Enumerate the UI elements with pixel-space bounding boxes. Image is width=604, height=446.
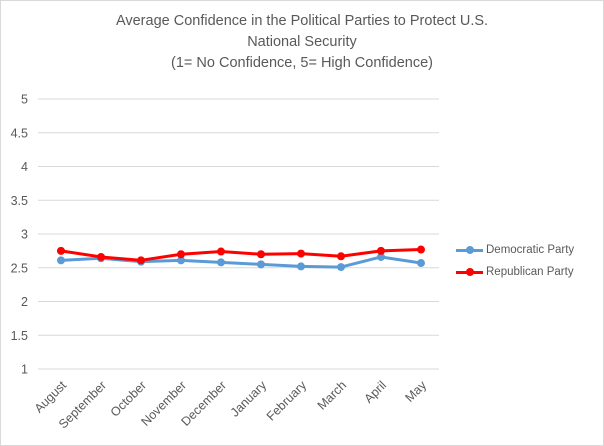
data-point-republican-party-may <box>417 245 425 254</box>
x-tick-label-march: March <box>315 378 349 412</box>
legend: Democratic Party Republican Party <box>456 244 574 278</box>
data-point-republican-party-march <box>337 252 345 261</box>
data-point-democratic-party-december <box>217 258 225 267</box>
y-tick-label-2.5: 2.5 <box>11 261 28 275</box>
legend-label-republican: Republican Party <box>486 266 574 278</box>
data-point-republican-party-september <box>97 252 105 261</box>
y-tick-label-4: 4 <box>21 160 28 174</box>
y-tick-label-1: 1 <box>21 363 28 377</box>
y-tick-label-3: 3 <box>21 228 28 242</box>
data-point-republican-party-december <box>217 247 225 256</box>
series-line-republican-party <box>59 248 423 262</box>
data-point-democratic-party-november <box>177 256 185 265</box>
data-point-republican-party-april <box>377 246 385 255</box>
legend-item-republican-party: Republican Party <box>456 266 574 278</box>
data-point-republican-party-november <box>177 250 185 259</box>
x-tick-label-february: February <box>264 378 310 424</box>
chart-title-line-2: National Security <box>247 34 357 50</box>
y-tick-label-2: 2 <box>21 295 28 309</box>
data-point-democratic-party-march <box>337 263 345 272</box>
data-point-republican-party-january <box>257 250 265 259</box>
legend-line-marker-republican <box>456 268 483 276</box>
x-tick-label-april: April <box>362 378 390 406</box>
legend-line-marker-democratic <box>456 246 483 254</box>
data-point-democratic-party-may <box>417 259 425 268</box>
data-point-republican-party-august <box>57 246 65 255</box>
data-point-republican-party-february <box>297 249 305 258</box>
chart-title-line-3: (1= No Confidence, 5= High Confidence) <box>171 55 433 71</box>
y-tick-label-5: 5 <box>21 93 28 107</box>
x-tick-label-may: May <box>403 378 430 405</box>
legend-label-democratic: Democratic Party <box>486 244 575 256</box>
chart-title-line-1: Average Confidence in the Political Part… <box>115 13 489 29</box>
data-point-democratic-party-august <box>57 256 65 265</box>
legend-dot-democratic <box>465 246 474 254</box>
y-tick-label-4.5: 4.5 <box>11 126 28 140</box>
data-point-democratic-party-february <box>297 262 305 271</box>
data-point-republican-party-october <box>137 256 145 265</box>
y-tick-label-3.5: 3.5 <box>11 194 28 208</box>
data-point-democratic-party-april <box>377 252 385 261</box>
x-tick-label-august: August <box>32 378 70 416</box>
data-point-democratic-party-january <box>257 260 265 269</box>
legend-item-democratic-party: Democratic Party <box>456 244 574 256</box>
chart-title: Average Confidence in the Political Part… <box>1 11 603 74</box>
y-tick-label-1.5: 1.5 <box>11 329 28 343</box>
legend-dot-republican <box>465 268 474 276</box>
